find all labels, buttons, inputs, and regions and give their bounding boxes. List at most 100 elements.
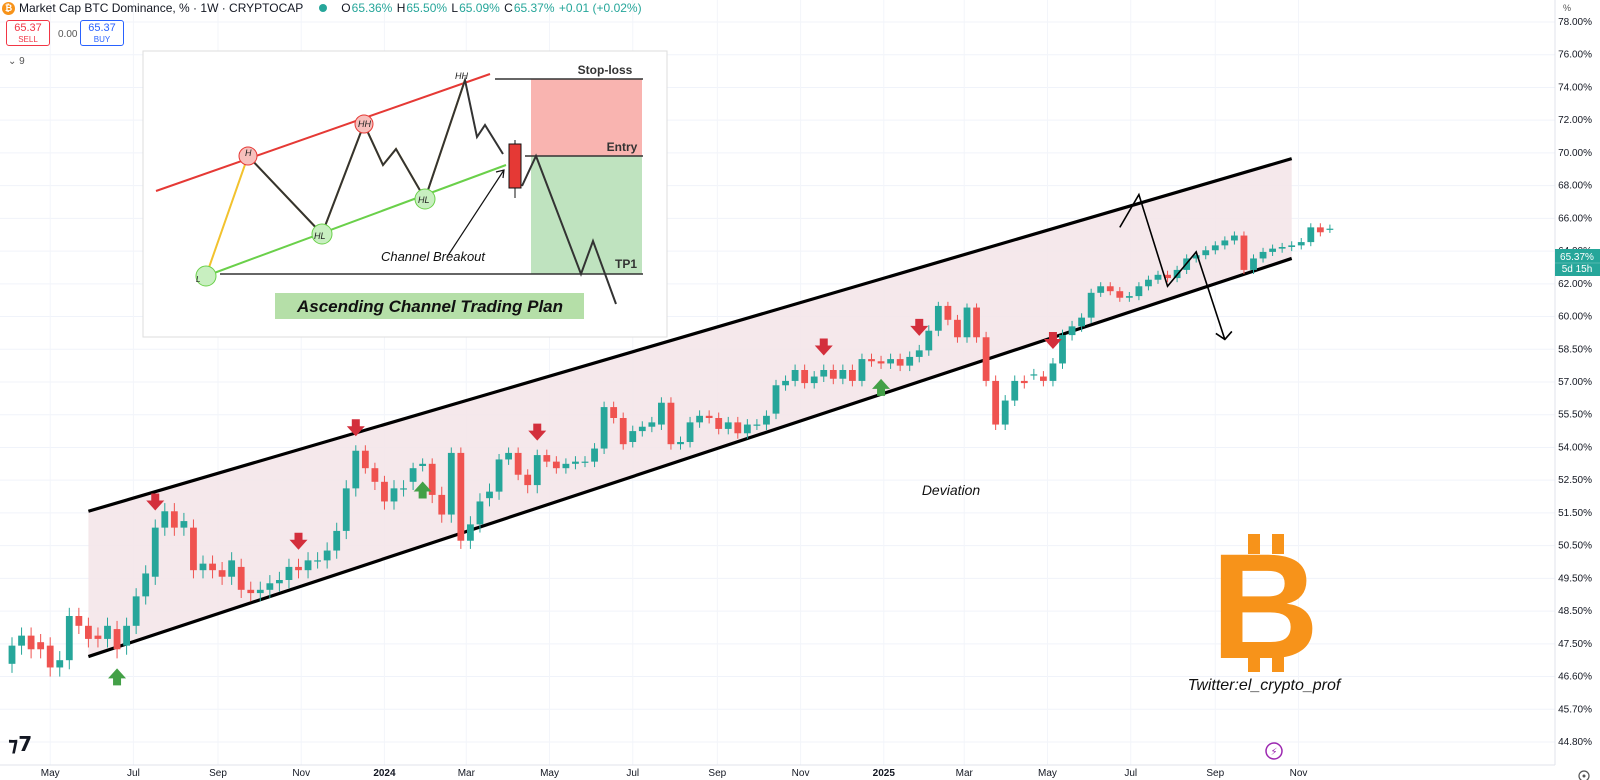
candle[interactable] xyxy=(1154,270,1162,284)
candle[interactable] xyxy=(820,364,828,382)
candle[interactable] xyxy=(46,637,54,677)
candle[interactable] xyxy=(829,364,837,385)
candle[interactable] xyxy=(1221,236,1229,250)
candle[interactable] xyxy=(934,301,942,337)
candle[interactable] xyxy=(237,558,245,598)
candle[interactable] xyxy=(1049,358,1057,387)
candle[interactable] xyxy=(810,371,818,389)
candle[interactable] xyxy=(419,458,427,472)
candle[interactable] xyxy=(75,607,83,634)
candle[interactable] xyxy=(915,344,923,363)
candle[interactable] xyxy=(342,480,350,540)
candle[interactable] xyxy=(896,353,904,372)
candle[interactable] xyxy=(1326,224,1334,233)
candle[interactable] xyxy=(218,562,226,585)
candle[interactable] xyxy=(438,486,446,523)
candle[interactable] xyxy=(887,353,894,369)
candle[interactable] xyxy=(56,651,64,677)
candle[interactable] xyxy=(743,419,751,439)
candle[interactable] xyxy=(467,516,474,549)
candle[interactable] xyxy=(295,558,302,579)
candle[interactable] xyxy=(963,303,971,343)
candle[interactable] xyxy=(572,456,579,470)
candle[interactable] xyxy=(323,542,331,569)
candle[interactable] xyxy=(1068,320,1076,341)
candle[interactable] xyxy=(65,607,73,670)
candle[interactable] xyxy=(333,522,341,559)
candle[interactable] xyxy=(104,617,111,648)
candle[interactable] xyxy=(304,552,312,579)
candle[interactable] xyxy=(190,519,197,579)
candle[interactable] xyxy=(228,552,236,585)
candle[interactable] xyxy=(266,575,274,598)
candle[interactable] xyxy=(199,555,207,579)
candle[interactable] xyxy=(591,443,598,468)
candle[interactable] xyxy=(361,445,369,474)
candle[interactable] xyxy=(1059,329,1066,369)
candle[interactable] xyxy=(457,447,465,549)
candle[interactable] xyxy=(381,475,388,510)
candle[interactable] xyxy=(686,416,694,448)
candle[interactable] xyxy=(390,480,398,510)
candle[interactable] xyxy=(973,303,980,343)
candle[interactable] xyxy=(753,419,761,430)
sell-button[interactable]: 65.37 SELL xyxy=(6,20,50,46)
candle[interactable] xyxy=(476,493,484,533)
candle[interactable] xyxy=(1297,238,1305,250)
candle[interactable] xyxy=(1145,275,1152,291)
candle[interactable] xyxy=(276,571,283,592)
candle[interactable] xyxy=(772,379,780,420)
candle[interactable] xyxy=(1259,247,1267,263)
candle[interactable] xyxy=(486,483,493,507)
candle[interactable] xyxy=(1211,241,1219,255)
candle[interactable] xyxy=(734,416,742,439)
candle[interactable] xyxy=(696,410,703,428)
candle[interactable] xyxy=(256,581,264,602)
candle[interactable] xyxy=(610,401,618,424)
candle[interactable] xyxy=(677,436,684,450)
candle[interactable] xyxy=(1307,223,1315,247)
gear-icon[interactable] xyxy=(1578,770,1590,780)
candle[interactable] xyxy=(1202,246,1210,260)
candle[interactable] xyxy=(763,410,770,430)
candle[interactable] xyxy=(495,454,503,500)
candle[interactable] xyxy=(629,425,637,448)
candle[interactable] xyxy=(648,416,656,433)
candle[interactable] xyxy=(524,469,532,494)
candle[interactable] xyxy=(514,447,522,481)
candle[interactable] xyxy=(1001,395,1009,430)
candle[interactable] xyxy=(447,447,455,523)
candle[interactable] xyxy=(37,634,45,659)
candle[interactable] xyxy=(992,375,1000,430)
candle[interactable] xyxy=(954,314,961,343)
candle[interactable] xyxy=(352,445,360,497)
lightning-icon[interactable]: ⚡ xyxy=(1265,742,1283,760)
candle[interactable] xyxy=(715,412,723,435)
candle[interactable] xyxy=(1030,368,1038,380)
candle[interactable] xyxy=(8,637,16,673)
candle[interactable] xyxy=(619,412,627,450)
candle[interactable] xyxy=(849,364,856,387)
candle[interactable] xyxy=(944,301,952,326)
candle[interactable] xyxy=(209,555,216,579)
candle[interactable] xyxy=(906,351,914,372)
candle[interactable] xyxy=(782,375,789,391)
candle[interactable] xyxy=(877,355,885,369)
indicators-toggle[interactable]: ⌄ 9 xyxy=(8,56,25,67)
price-axis[interactable]: % 78.00% 76.00% 74.00% 72.00% 70.00% 68.00% 66… xyxy=(1554,0,1592,765)
candle[interactable] xyxy=(505,447,512,465)
candle[interactable] xyxy=(94,627,102,648)
candle[interactable] xyxy=(1011,375,1019,406)
candle[interactable] xyxy=(123,617,130,655)
channel-lower-line[interactable] xyxy=(87,256,1293,659)
candle[interactable] xyxy=(1106,282,1114,296)
candle[interactable] xyxy=(1269,244,1276,256)
candle[interactable] xyxy=(1125,292,1133,302)
candle[interactable] xyxy=(600,401,608,454)
candle[interactable] xyxy=(667,397,675,450)
tradingview-logo[interactable]: ⁊7 xyxy=(8,732,32,756)
candle[interactable] xyxy=(151,519,159,585)
candle[interactable] xyxy=(982,331,990,387)
candle[interactable] xyxy=(1231,231,1238,245)
